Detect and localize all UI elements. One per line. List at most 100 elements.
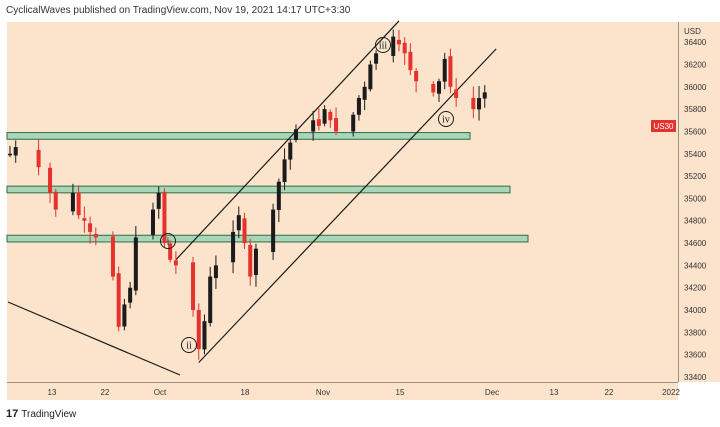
price-tick-label: 34600 [684,239,707,248]
candle-body [8,153,12,156]
candle-body [196,310,201,350]
price-axis[interactable] [678,22,720,382]
candle [448,48,453,94]
price-tick-label: 36400 [684,38,707,47]
wave-label-text: i [167,237,170,248]
candle [162,188,167,248]
candle [168,240,173,263]
candle-body [202,321,207,350]
candle [88,216,93,244]
candle-body [316,119,321,126]
wave-label-circle [438,111,454,127]
candle-body [431,84,436,93]
candle [356,95,361,121]
chart-footer: 17 TradingView [0,400,720,427]
symbol-badge-label: US30 [653,122,674,131]
support-zone [6,132,471,140]
wave-label-circle [375,37,391,53]
candle [253,243,258,287]
candle-body [173,260,178,266]
candle-body [156,192,161,209]
candle [110,231,115,281]
price-tick-label: 36200 [684,60,707,69]
candle-body [351,114,356,132]
candle [36,138,41,176]
time-axis-ticks: 13 22 Oct 18 Nov 15 Dec 13 22 2022 [48,388,681,397]
candle [414,67,419,93]
trend-lines [7,20,497,376]
candle [151,202,155,240]
candle [402,37,407,65]
candle [173,251,178,275]
candle [208,266,213,327]
wave-label-i: i [160,233,176,249]
candle-body [231,231,236,263]
publisher-info: CyclicalWaves published on TradingView.c… [6,5,351,16]
price-tick-label: 35400 [684,150,707,159]
candle-body [391,36,396,56]
candles [8,29,487,360]
candle [248,238,253,286]
candle-body [396,39,401,45]
candle-body [477,97,482,110]
candle-body [70,192,75,212]
candle-body [276,181,281,210]
candle [48,162,53,203]
tradingview-logo-text: TradingView [21,409,77,420]
candle-body [288,142,293,160]
candle-body [133,237,138,291]
candle [156,186,161,219]
symbol-badge-bg [651,120,676,132]
left-margin [0,22,7,400]
candle [271,203,276,261]
candle-body [482,92,487,99]
candle [311,110,316,141]
candle-body [294,129,298,140]
candle-body [374,53,379,64]
time-tick-label: Oct [154,388,167,397]
channel-upper-line [175,20,400,261]
time-tick-label: 15 [396,388,405,397]
candle [477,86,482,121]
candle-body [116,273,121,327]
candle [288,139,293,170]
candle-body [248,244,253,277]
candle-body [356,97,361,115]
candle-body [414,71,419,82]
candle [191,256,196,317]
candle [294,124,298,143]
candle [471,86,476,119]
candle [13,140,18,163]
candle-body [322,109,327,124]
candle-body [76,192,81,216]
wave-label-iv: iv [438,111,454,127]
candle [374,50,379,70]
wave-label-text: iii [379,41,388,52]
price-tick-label: 34200 [684,284,707,293]
candle-body [368,64,373,90]
candle [236,206,241,239]
candle [322,105,327,127]
candle-body [93,233,98,238]
support-zone [6,234,529,243]
wave-label-iii: iii [375,37,391,53]
price-tick-label: 36000 [684,83,707,92]
candle-body [454,89,459,98]
candle [328,109,333,128]
candle-body [442,58,447,82]
candle-body [128,287,133,303]
candle-body [82,218,87,221]
candle-body [151,209,155,235]
support-zone [6,185,511,194]
candle [53,188,58,217]
tradingview-logo[interactable]: 17 TradingView [6,408,76,420]
time-axis[interactable] [7,382,678,400]
candle [437,78,441,102]
price-tick-label: 34800 [684,217,707,226]
candle-body [471,97,476,110]
candle [82,206,87,233]
candle-body [311,120,316,132]
price-axis-ticks: USD 33400 33600 33800 34000 34200 34400 34600 34… [651,27,707,382]
